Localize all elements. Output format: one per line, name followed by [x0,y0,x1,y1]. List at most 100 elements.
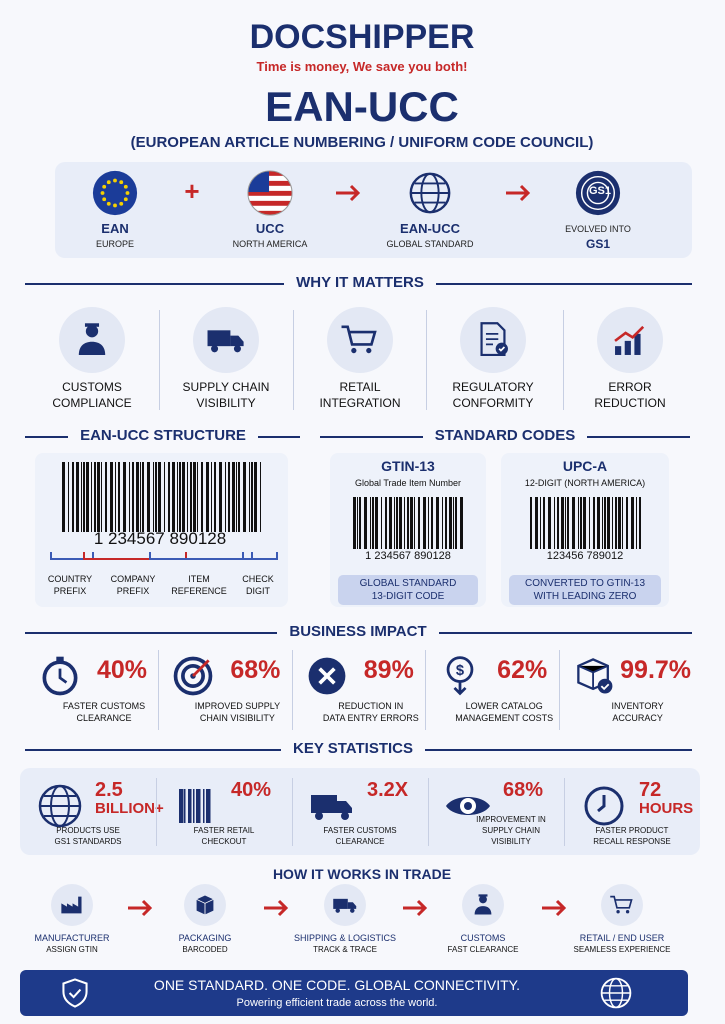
text: FASTER PRODUCT [595,826,669,835]
icon-part [142,462,144,532]
icon-part [404,497,405,549]
rule [438,632,692,634]
text: RECALL RESPONSE [593,837,671,846]
icon-part [147,462,150,532]
icon-part [230,335,244,347]
icon-part [622,497,623,549]
icon-part [351,347,357,354]
icon-part [187,462,188,532]
icon-part [389,497,392,549]
icon-part [203,789,205,823]
icon-part [407,497,409,549]
icon-part [193,462,196,532]
icon-part [478,894,488,897]
icon-part [232,462,235,532]
icon-part [209,789,211,823]
rule [25,283,285,285]
section-title: KEY STATISTICS [292,740,414,757]
icon-part [110,462,113,532]
icon-part [247,170,293,176]
icon-bg [597,307,663,373]
icon-part [315,812,323,820]
icon-part [480,322,506,357]
text: SUPPLY CHAIN [482,826,540,835]
icon-part [423,497,426,549]
icon-part [179,462,181,532]
icon: $ [446,656,474,696]
arrow [264,899,289,917]
gs1-mark: GS1 [588,185,612,197]
icon-part [181,664,206,688]
icon-part [182,462,185,532]
icon-part [618,497,621,549]
separator [558,650,560,730]
icon-part [604,497,606,549]
bracket [50,552,94,560]
icon [207,330,244,353]
icon-part [414,182,446,204]
bracket [83,552,187,560]
icon-part [624,340,631,355]
text: CONVERTED TO GTIN-13 [524,578,646,589]
separator [563,310,564,410]
icon-part [506,184,531,202]
text: UPC-A [562,458,608,474]
icon-part [190,789,192,823]
icon-part [225,462,226,532]
icon-part [479,895,487,904]
icon-part [485,332,499,346]
icon [474,894,492,915]
icon-part [247,175,293,181]
icon-part [453,497,454,549]
icon-part [119,201,124,206]
icon-part [196,899,214,915]
text: TRACK & TRACE [313,945,377,954]
text: CHECKOUT [201,837,247,846]
icon-part [247,210,293,216]
icon-part [125,191,130,195]
text: VISIBILITY [491,837,531,846]
icon-part [238,462,240,532]
icon-bg [462,884,504,926]
text: 62% [497,656,548,684]
icon-part: $ [456,663,464,679]
icon-part [577,665,608,689]
text: GS1 STANDARDS [54,837,122,846]
icon-part [580,497,582,549]
arrow [541,899,566,917]
rule [25,749,281,751]
icon-part [100,191,105,195]
rule [435,283,692,285]
separator [159,310,160,410]
icon-part [385,497,387,549]
icon-part [196,789,199,823]
text: IMPROVED SUPPLY [194,701,281,711]
icon-part [615,497,617,549]
icon [311,795,352,820]
icon-part [414,497,415,549]
text: CONFORMITY [452,396,534,410]
icon-part [442,497,443,549]
text: SEAMLESS EXPERIENCE [573,945,671,954]
icon-part [140,462,141,532]
icon-part [81,462,82,532]
icon [610,895,633,914]
text: HOURS [639,800,694,817]
icon [179,789,211,823]
text: ITEM [188,574,210,584]
icon-part [197,462,198,532]
tagline: Time is money, We save you both! [256,59,468,74]
icon-part [113,178,117,183]
icon-part [228,462,230,532]
icon-part [572,497,575,549]
icon [308,657,346,695]
text: EUROPE [95,239,135,249]
icon-part [436,497,439,549]
text: BILLION+ [95,800,164,817]
icon [38,784,82,828]
icon-part [610,895,633,909]
icon-part [164,462,165,532]
icon-part [341,325,377,346]
icon-part [68,988,82,999]
text: CUSTOMS [460,933,506,943]
